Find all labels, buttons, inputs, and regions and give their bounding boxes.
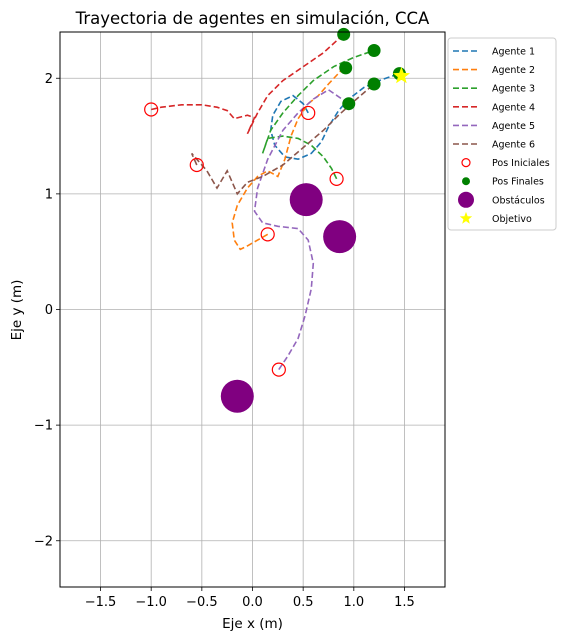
- x-tick-label: 0.0: [242, 595, 263, 610]
- initial-position-marker: [260, 227, 275, 242]
- initial-position-marker: [189, 157, 204, 173]
- final-position-marker: [367, 77, 381, 91]
- x-tick-label: 0.5: [293, 595, 314, 610]
- legend-label: Agente 1: [492, 47, 535, 58]
- obstacle-marker: [323, 220, 357, 254]
- legend-label: Pos Iniciales: [492, 158, 550, 169]
- legend-label: Agente 3: [492, 84, 535, 95]
- initial-position-marker: [144, 102, 159, 117]
- legend-box: [447, 37, 557, 231]
- y-tick-label: 2: [45, 72, 53, 87]
- x-tick-label: −1.5: [85, 595, 117, 610]
- legend-marker-swatch: [458, 191, 474, 208]
- initial-position-marker: [301, 105, 316, 121]
- legend-marker-swatch: [461, 158, 471, 168]
- y-tick-label: 1: [45, 187, 53, 202]
- legend-label: Agente 2: [492, 65, 535, 76]
- final-position-marker: [339, 61, 353, 75]
- trajectory-line: [151, 33, 345, 135]
- x-tick-label: −0.5: [186, 595, 218, 610]
- legend-label: Agente 5: [492, 121, 535, 132]
- trajectory-line: [231, 67, 345, 251]
- final-position-marker: [367, 44, 381, 57]
- legend-marker-swatch: [459, 211, 473, 224]
- legend-label: Pos Finales: [492, 177, 544, 188]
- trajectory-line: [269, 72, 400, 161]
- initial-position-marker: [329, 171, 344, 186]
- trajectory-line: [190, 83, 375, 196]
- y-tick-label: −2: [34, 534, 53, 549]
- final-position-marker: [337, 27, 351, 41]
- legend-label: Agente 6: [492, 140, 535, 151]
- plot-area: [144, 27, 410, 413]
- initial-position-marker: [271, 362, 286, 377]
- x-tick-label: 1.5: [394, 595, 415, 610]
- y-tick-label: −1: [34, 419, 53, 434]
- obstacle-marker: [220, 379, 254, 413]
- trajectory-line: [253, 88, 350, 371]
- final-position-marker: [342, 97, 356, 111]
- axis-ticks: −1.5 −1.0 −0.5 0.0 0.5 1.0 1.5 −2 −1 0 1 2: [34, 72, 415, 610]
- x-axis-label: Eje x (m): [222, 616, 283, 632]
- trajectory-line: [261, 49, 375, 180]
- legend-label: Agente 4: [492, 102, 535, 113]
- grid-lines: [60, 32, 445, 587]
- y-axis-label: Eje y (m): [9, 280, 25, 341]
- legend-label: Objetivo: [492, 214, 532, 225]
- x-tick-label: −1.0: [135, 595, 167, 610]
- legend: Agente 1 Agente 2 Agente 3 Agente 4 Agente 5…: [447, 37, 557, 231]
- legend-label: Obstáculos: [492, 195, 545, 206]
- x-tick-label: 1.0: [343, 595, 364, 610]
- y-tick-label: 0: [45, 303, 53, 318]
- obstacle-marker: [289, 183, 323, 217]
- chart-title: Trayectoria de agentes en simulación, CC…: [75, 9, 430, 28]
- legend-marker-swatch: [462, 177, 470, 186]
- goal-star-marker: [392, 66, 410, 84]
